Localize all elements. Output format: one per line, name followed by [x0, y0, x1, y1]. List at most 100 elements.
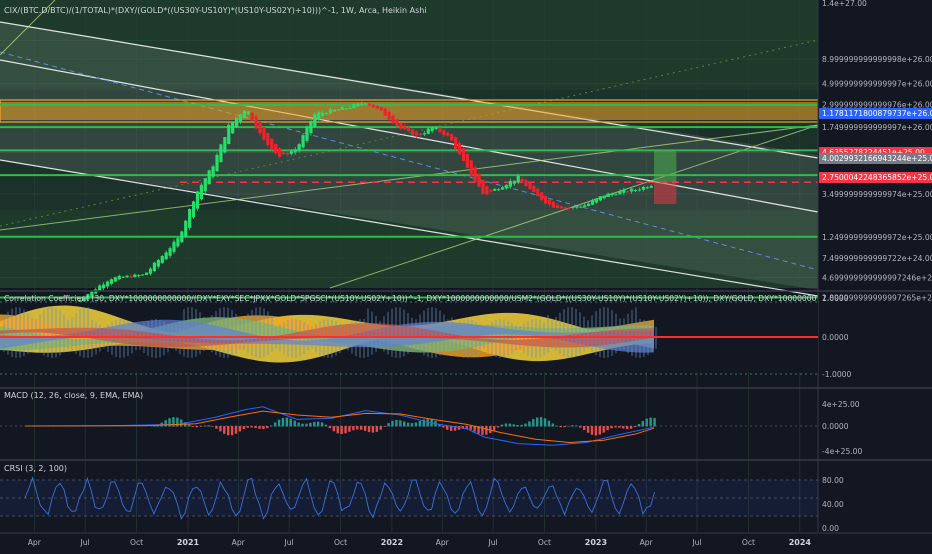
candle-body: [583, 205, 587, 207]
candle-body: [434, 127, 438, 130]
macd-histogram-bar: [289, 418, 292, 427]
macd-histogram-bar: [246, 426, 249, 428]
macd-histogram-bar: [203, 425, 206, 427]
candle-body: [403, 125, 407, 130]
candle-body: [536, 188, 540, 197]
candle-body: [598, 196, 602, 201]
macd-histogram-bar: [567, 425, 570, 427]
candle-body: [336, 109, 340, 111]
candle-body: [105, 281, 110, 287]
candle-body: [367, 103, 372, 106]
macd-histogram-bar: [520, 424, 523, 427]
candle-body: [328, 109, 333, 114]
macd-histogram-bar: [449, 426, 453, 431]
candle-body: [129, 276, 133, 278]
crsi-line: [24, 476, 655, 520]
candle-body: [540, 192, 544, 201]
candle-body: [231, 121, 235, 134]
macd-histogram-bar: [316, 421, 320, 427]
candle-body: [113, 277, 117, 282]
candle-body: [219, 144, 223, 163]
ascending-line-low: [329, 124, 819, 289]
candle-body: [250, 112, 254, 121]
macd-histogram-bar: [633, 426, 637, 428]
candle-body: [305, 126, 309, 141]
candle-body: [364, 103, 368, 105]
candle-body: [633, 189, 638, 191]
candle-body: [551, 201, 556, 208]
macd-histogram-bar: [426, 418, 429, 427]
channel-top-line: [0, 21, 819, 159]
candle-body: [168, 248, 172, 256]
candle-body: [457, 142, 462, 155]
candle-body: [117, 275, 121, 280]
macd-histogram-bar: [563, 426, 566, 428]
macd-histogram-bar: [536, 417, 539, 427]
candle-body: [504, 184, 509, 189]
macd-histogram-bar: [406, 422, 410, 427]
candle-body: [227, 124, 231, 145]
crsi-legend: CRSI (3, 2, 100): [4, 464, 67, 473]
time-axis-label: Apr: [28, 538, 42, 547]
candle-body: [133, 274, 137, 278]
candle-body: [266, 133, 270, 146]
macd-histogram-bar: [332, 426, 336, 432]
candle-body: [317, 112, 321, 120]
candle-body: [411, 129, 415, 136]
macd-histogram-bar: [219, 426, 222, 432]
candle-body: [82, 298, 86, 302]
price-tick-label: 3.499999999999974e+25.00: [822, 190, 932, 199]
price-tick-label: 4.699999999999997246e+24.00: [822, 273, 932, 282]
time-axis-label: Jul: [691, 538, 701, 547]
macd-histogram-bar: [414, 422, 418, 427]
macd-histogram-bar: [582, 426, 586, 431]
channel-bottom-line: [0, 159, 819, 297]
candle-body: [622, 189, 626, 193]
candle-body: [383, 108, 387, 116]
macd-histogram-bar: [602, 426, 605, 433]
time-axis-label: 2023: [585, 538, 607, 547]
macd-histogram-bar: [438, 423, 441, 427]
position-stop-zone: [654, 182, 677, 204]
candle-body: [215, 154, 219, 172]
candle-body: [78, 300, 82, 303]
macd-legend: MACD (12, 26, close, 9, EMA, EMA): [4, 391, 144, 400]
time-axis-label: Oct: [742, 538, 755, 547]
macd-histogram-bar: [176, 417, 179, 427]
macd-histogram-bar: [477, 426, 480, 434]
price-tick-label: 7.499999999999722e+24.00: [822, 254, 932, 263]
corr-tick-label: -1.0000: [822, 370, 851, 379]
candle-body: [180, 231, 184, 243]
candle-body: [543, 196, 548, 204]
macd-histogram-bar: [504, 423, 508, 427]
candle-body: [442, 130, 446, 136]
candle-body: [606, 193, 610, 198]
macd-histogram-bar: [301, 423, 304, 427]
price-label-blue: 1.1781171800879737e+26.00: [819, 108, 932, 119]
candle-body: [512, 180, 516, 184]
macd-histogram-bar: [598, 426, 602, 435]
candle-body: [637, 189, 642, 191]
macd-histogram-bar: [532, 419, 535, 427]
macd-histogram-bar: [340, 426, 343, 434]
candle-body: [446, 132, 450, 136]
macd-histogram-bar: [199, 426, 203, 427]
candle-body: [575, 206, 579, 208]
time-axis-label: Oct: [130, 538, 143, 547]
candle-body: [262, 127, 266, 140]
candle-body: [344, 108, 348, 110]
candle-body: [438, 128, 442, 133]
macd-histogram-bar: [469, 426, 472, 430]
candle-body: [340, 107, 344, 110]
macd-histogram-bar: [234, 426, 238, 434]
macd-histogram-bar: [191, 426, 195, 427]
time-axis-label: 2022: [381, 538, 403, 547]
candle-body: [195, 191, 200, 209]
time-axis-label: Apr: [640, 538, 654, 547]
macd-histogram-bar: [254, 426, 257, 429]
macd-histogram-bar: [410, 423, 414, 427]
candle-body: [246, 111, 250, 115]
candle-body: [645, 187, 649, 189]
